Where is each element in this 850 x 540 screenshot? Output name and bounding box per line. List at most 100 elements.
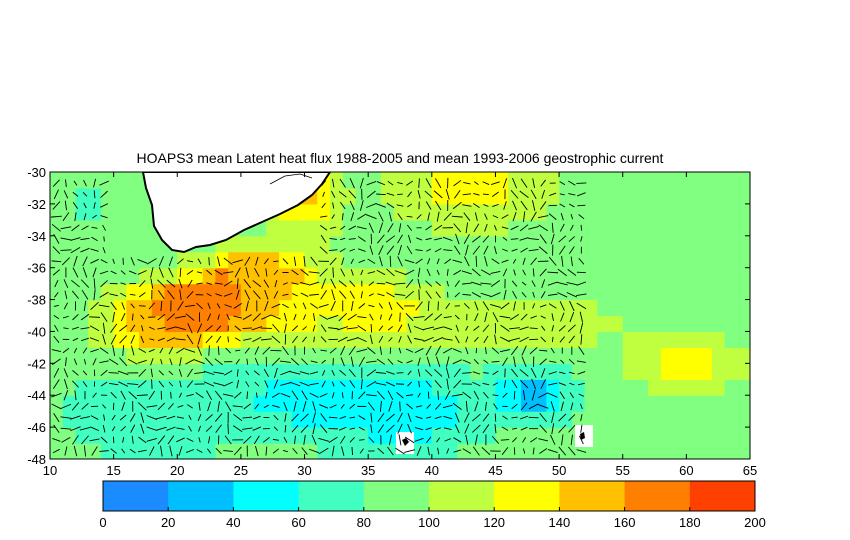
current-vector bbox=[320, 234, 327, 244]
current-vector bbox=[260, 338, 272, 341]
current-vector bbox=[166, 426, 176, 431]
current-vector bbox=[570, 402, 574, 411]
current-vector bbox=[503, 289, 507, 300]
current-vector bbox=[102, 404, 107, 409]
current-vector bbox=[532, 178, 536, 189]
current-vector bbox=[196, 271, 203, 274]
current-vector bbox=[386, 192, 395, 196]
field-cell bbox=[431, 411, 446, 428]
current-vector bbox=[530, 315, 537, 319]
field-cell bbox=[406, 251, 420, 269]
field-cell bbox=[240, 395, 255, 412]
field-cell bbox=[610, 347, 624, 364]
current-vector bbox=[235, 289, 240, 300]
field-cell bbox=[342, 315, 357, 333]
current-vector bbox=[444, 390, 451, 401]
field-cell bbox=[737, 203, 750, 221]
current-vector bbox=[205, 425, 213, 432]
field-cell bbox=[584, 267, 598, 285]
field-cell bbox=[355, 203, 369, 221]
current-vector bbox=[302, 302, 307, 310]
current-vector bbox=[350, 212, 355, 222]
current-vector bbox=[445, 188, 450, 200]
field-cell bbox=[342, 187, 357, 205]
current-vector bbox=[82, 267, 88, 278]
current-vector bbox=[108, 382, 119, 386]
field-cell bbox=[686, 443, 700, 459]
current-vector bbox=[433, 326, 444, 330]
current-vector bbox=[112, 345, 116, 357]
current-vector bbox=[404, 269, 415, 276]
field-cell bbox=[699, 172, 713, 189]
current-vector bbox=[472, 381, 481, 387]
current-vector bbox=[292, 448, 298, 455]
current-vector bbox=[318, 437, 330, 442]
current-vector bbox=[490, 280, 500, 288]
current-vector bbox=[300, 413, 309, 422]
current-vector bbox=[502, 237, 508, 241]
current-vector bbox=[80, 327, 90, 330]
field-cell bbox=[737, 315, 750, 333]
current-vector bbox=[480, 269, 491, 276]
current-vector bbox=[425, 201, 432, 210]
current-vector bbox=[328, 249, 338, 252]
field-cell bbox=[291, 299, 306, 317]
field-cell bbox=[88, 411, 102, 428]
current-vector bbox=[234, 325, 241, 331]
current-vector bbox=[366, 369, 377, 377]
field-cell bbox=[419, 395, 433, 412]
current-vector bbox=[415, 415, 423, 420]
current-vector bbox=[255, 256, 259, 266]
current-vector bbox=[538, 246, 548, 254]
current-vector bbox=[71, 290, 79, 299]
current-vector bbox=[254, 267, 260, 277]
current-vector bbox=[558, 424, 567, 433]
field-cell bbox=[559, 395, 573, 412]
current-vector bbox=[53, 367, 60, 378]
field-cell bbox=[304, 219, 318, 237]
field-cell bbox=[419, 363, 433, 380]
current-vector bbox=[176, 427, 185, 430]
field-cell bbox=[686, 411, 700, 428]
current-vector bbox=[140, 335, 145, 343]
field-cell bbox=[393, 315, 407, 333]
current-vector bbox=[70, 415, 81, 420]
field-cell bbox=[266, 299, 280, 317]
field-cell bbox=[737, 411, 750, 428]
field-cell bbox=[304, 235, 318, 253]
current-vector bbox=[80, 279, 90, 288]
current-vector bbox=[558, 446, 567, 456]
field-cell bbox=[317, 203, 331, 221]
current-vector bbox=[569, 300, 575, 312]
current-vector bbox=[309, 382, 319, 386]
current-vector bbox=[570, 213, 574, 220]
current-vector bbox=[547, 271, 559, 274]
current-vector bbox=[272, 404, 280, 408]
current-vector bbox=[436, 269, 440, 276]
current-vector bbox=[214, 358, 223, 366]
current-vector bbox=[71, 402, 80, 411]
field-cell bbox=[495, 187, 509, 205]
current-vector bbox=[203, 370, 215, 376]
current-vector bbox=[538, 438, 549, 442]
field-cell bbox=[546, 251, 560, 269]
current-vector bbox=[493, 403, 498, 410]
current-vector bbox=[223, 292, 233, 297]
field-cell bbox=[444, 251, 458, 269]
current-vector bbox=[53, 304, 59, 307]
current-vector bbox=[490, 270, 501, 274]
current-vector bbox=[340, 404, 345, 409]
current-vector bbox=[53, 335, 60, 343]
current-vector bbox=[532, 200, 536, 211]
current-vector bbox=[356, 348, 368, 353]
current-vector bbox=[378, 325, 384, 332]
field-cell bbox=[419, 251, 433, 269]
current-vector bbox=[539, 448, 548, 454]
current-vector bbox=[303, 314, 307, 320]
current-vector bbox=[263, 279, 270, 288]
current-vector bbox=[492, 312, 499, 323]
current-vector bbox=[404, 449, 415, 453]
field-cell bbox=[330, 299, 344, 317]
current-vector bbox=[119, 414, 127, 421]
current-vector bbox=[293, 401, 297, 412]
